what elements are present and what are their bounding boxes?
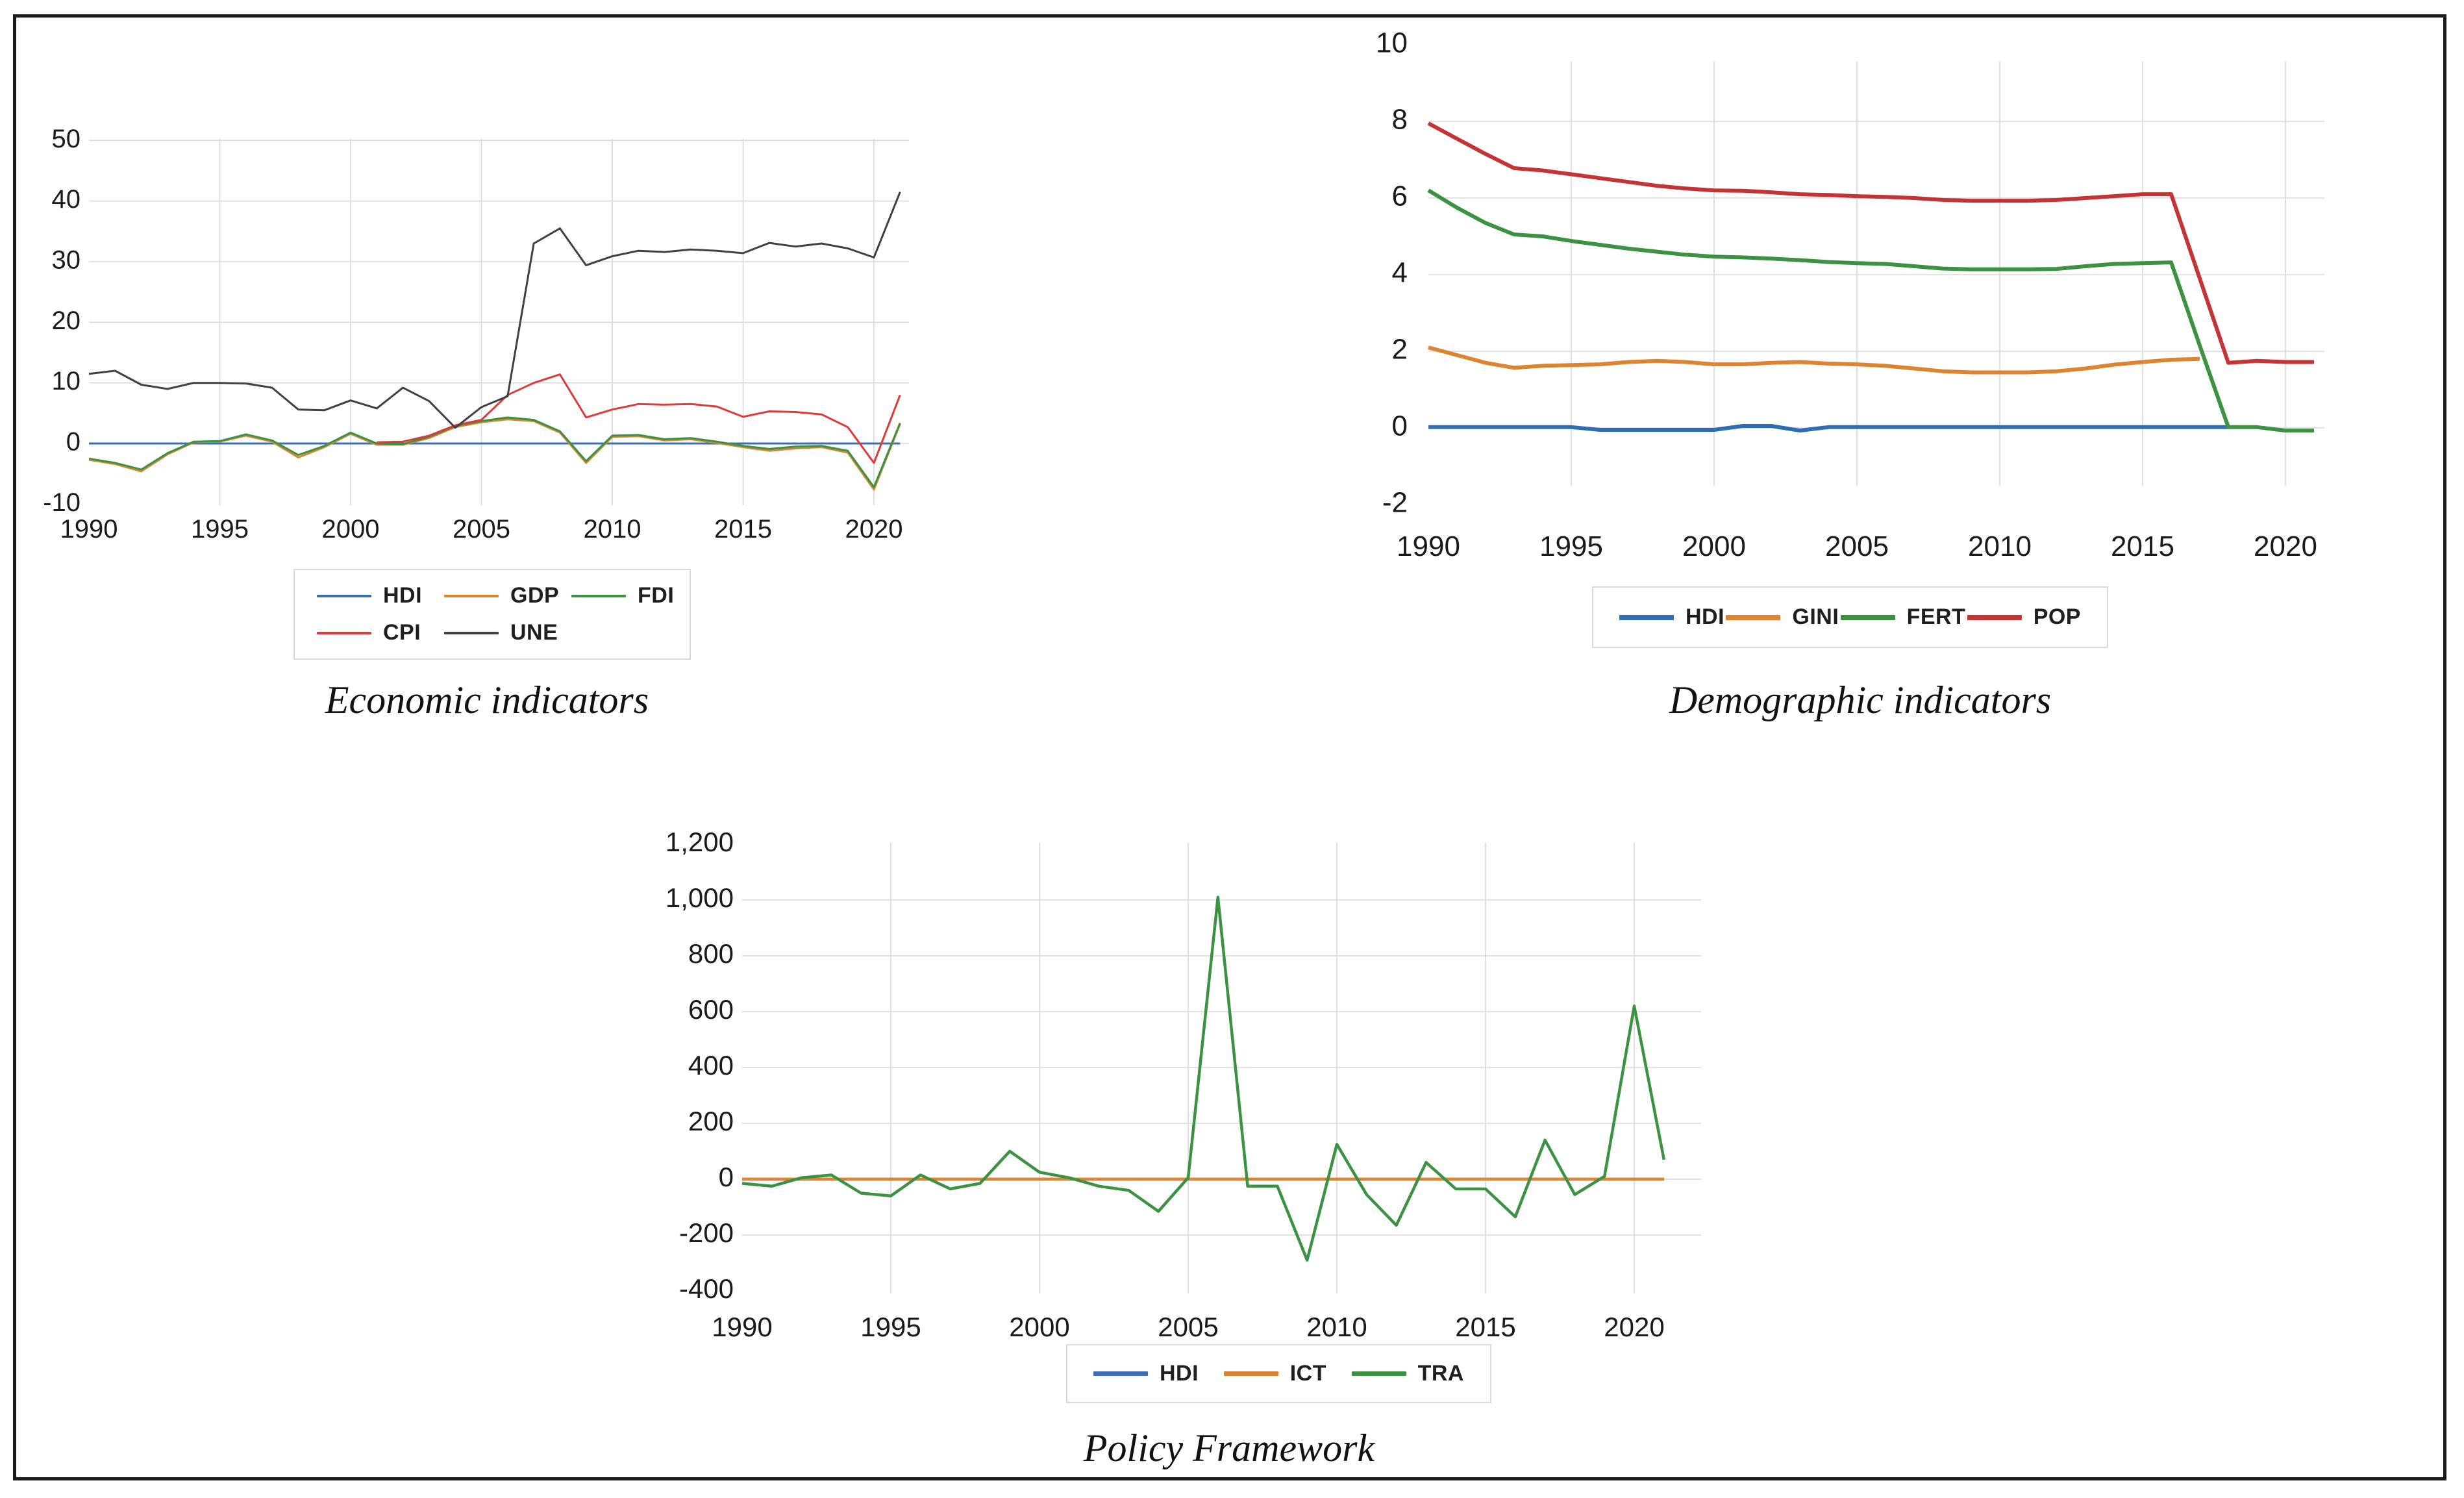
- x-tick-label: 2005: [1825, 531, 1889, 562]
- legend-swatch-ict: [1223, 1371, 1278, 1376]
- x-tick-label: 2015: [2111, 531, 2174, 562]
- y-tick-label: -10: [43, 488, 81, 517]
- x-tick-label: 2010: [584, 515, 641, 543]
- demographic-series-fert: [1427, 188, 2314, 433]
- legend-swatch-cpi: [317, 631, 371, 634]
- demographic-series-pop: [1427, 121, 2314, 365]
- x-tick-label: 2015: [1455, 1312, 1515, 1342]
- y-tick-label: 400: [688, 1050, 734, 1080]
- legend-label-pop: POP: [2033, 605, 2081, 629]
- legend-swatch-hdi: [1619, 614, 1674, 620]
- legend-label-gini: GINI: [1792, 605, 1839, 629]
- economic-series-cpi: [377, 373, 901, 464]
- x-tick-label: 1990: [60, 515, 118, 543]
- economic-series-gdp: [88, 418, 901, 491]
- x-tick-label: 2005: [453, 515, 510, 543]
- legend-item-hdi: HDI: [1093, 1361, 1199, 1386]
- policy-chart-title: Policy Framework: [1083, 1427, 1375, 1469]
- y-tick-label: 40: [52, 185, 81, 214]
- legend-item-hdi: HDI: [317, 583, 444, 608]
- y-tick-label: 600: [688, 994, 734, 1025]
- x-tick-label: 2010: [1968, 531, 2032, 562]
- legend-item-fdi: FDI: [571, 583, 701, 608]
- legend-item-cpi: CPI: [317, 620, 444, 645]
- x-tick-label: 2010: [1306, 1312, 1367, 1342]
- x-tick-label: 1995: [1539, 531, 1603, 562]
- legend-label-hdi: HDI: [1160, 1361, 1199, 1386]
- legend-swatch-pop: [1967, 614, 2022, 620]
- legend-item-ict: ICT: [1223, 1361, 1326, 1386]
- policy-series-tra: [741, 895, 1666, 1262]
- legend-item-hdi: HDI: [1619, 605, 1724, 630]
- legend-swatch-tra: [1351, 1371, 1406, 1376]
- legend-label-tra: TRA: [1417, 1361, 1464, 1386]
- economic-series-fdi: [88, 416, 901, 488]
- x-tick-label: 2015: [714, 515, 772, 543]
- legend-item-une: UNE: [444, 620, 571, 645]
- legend-swatch-fert: [1840, 614, 1895, 620]
- legend-label-ict: ICT: [1289, 1361, 1326, 1386]
- economic-chart-title: Economic indicators: [325, 679, 649, 721]
- legend-swatch-hdi: [317, 594, 371, 597]
- legend-swatch-une: [444, 631, 499, 634]
- legend-swatch-gdp: [444, 594, 499, 597]
- policy-legend: HDI ICT TRA: [1066, 1344, 1491, 1403]
- demographic-series-hdi: [1428, 424, 2228, 433]
- y-tick-label: 200: [688, 1106, 734, 1136]
- x-tick-label: 2000: [1009, 1312, 1069, 1342]
- y-tick-label: 1,200: [666, 827, 734, 857]
- legend-swatch-hdi: [1093, 1371, 1148, 1376]
- legend-label-fert: FERT: [1906, 605, 1966, 629]
- legend-item-gini: GINI: [1726, 605, 1839, 630]
- x-tick-label: 1990: [1397, 531, 1460, 562]
- economic-legend: HDI GDP FDI CPI UNE: [293, 569, 691, 660]
- y-tick-label: -2: [1382, 487, 1408, 519]
- legend-item-tra: TRA: [1351, 1361, 1464, 1386]
- legend-item-pop: POP: [1967, 605, 2081, 630]
- y-tick-label: 6: [1392, 181, 1408, 212]
- legend-swatch-fdi: [571, 594, 626, 597]
- economic-series-une: [88, 192, 901, 429]
- x-tick-label: 2000: [322, 515, 380, 543]
- y-tick-label: 800: [688, 938, 734, 969]
- legend-label-gdp: GDP: [510, 583, 560, 608]
- y-tick-label: 1,000: [666, 882, 734, 913]
- x-tick-label: 1995: [860, 1312, 921, 1342]
- y-tick-label: 50: [52, 125, 81, 153]
- legend-label-hdi: HDI: [1686, 605, 1725, 629]
- legend-label-cpi: CPI: [383, 620, 421, 645]
- x-tick-label: 1990: [712, 1312, 772, 1342]
- y-tick-label: 10: [52, 367, 81, 395]
- x-tick-label: 2020: [1604, 1312, 1664, 1342]
- y-tick-label: 0: [66, 428, 81, 456]
- x-tick-label: 2005: [1158, 1312, 1218, 1342]
- legend-item-gdp: GDP: [444, 583, 571, 608]
- x-tick-label: 2000: [1682, 531, 1746, 562]
- x-tick-label: 2020: [2254, 531, 2317, 562]
- y-tick-label: -400: [679, 1273, 734, 1304]
- x-tick-label: 2020: [845, 515, 903, 543]
- legend-item-fert: FERT: [1840, 605, 1966, 630]
- y-tick-label: 4: [1392, 257, 1408, 289]
- y-tick-label: 30: [52, 246, 81, 275]
- y-tick-label: 0: [719, 1162, 734, 1192]
- legend-label-une: UNE: [510, 620, 558, 645]
- demographic-legend: HDI GINI FERT POP: [1592, 586, 2108, 648]
- y-tick-label: 20: [52, 306, 81, 335]
- legend-label-fdi: FDI: [638, 583, 675, 608]
- y-tick-label: 8: [1392, 104, 1408, 136]
- x-tick-label: 1995: [191, 515, 249, 543]
- y-tick-label: -200: [679, 1217, 734, 1248]
- legend-label-hdi: HDI: [383, 583, 423, 608]
- y-tick-label: 10: [1376, 27, 1408, 59]
- demographic-chart-title: Demographic indicators: [1669, 679, 2052, 721]
- demographic-series-gini: [1428, 345, 2200, 375]
- legend-swatch-gini: [1726, 614, 1781, 620]
- y-tick-label: 0: [1392, 410, 1408, 442]
- y-tick-label: 2: [1392, 334, 1408, 366]
- figure-frame: [13, 14, 2446, 1480]
